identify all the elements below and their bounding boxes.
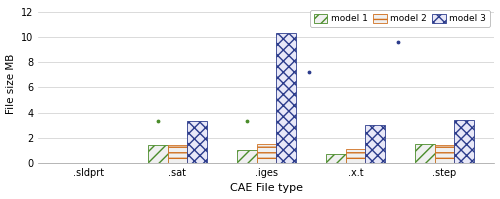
Bar xyxy=(148,145,168,163)
Bar xyxy=(346,149,365,163)
Bar xyxy=(256,144,276,163)
Bar xyxy=(326,154,345,163)
Legend: model 1, model 2, model 3: model 1, model 2, model 3 xyxy=(310,10,490,27)
Bar xyxy=(276,33,296,163)
X-axis label: CAE File type: CAE File type xyxy=(230,183,303,193)
Bar xyxy=(187,121,207,163)
Bar xyxy=(168,145,187,163)
Bar xyxy=(434,145,454,163)
Bar xyxy=(365,125,384,163)
Bar xyxy=(237,150,256,163)
Bar xyxy=(454,120,473,163)
Y-axis label: File size MB: File size MB xyxy=(6,54,16,114)
Bar xyxy=(415,144,434,163)
